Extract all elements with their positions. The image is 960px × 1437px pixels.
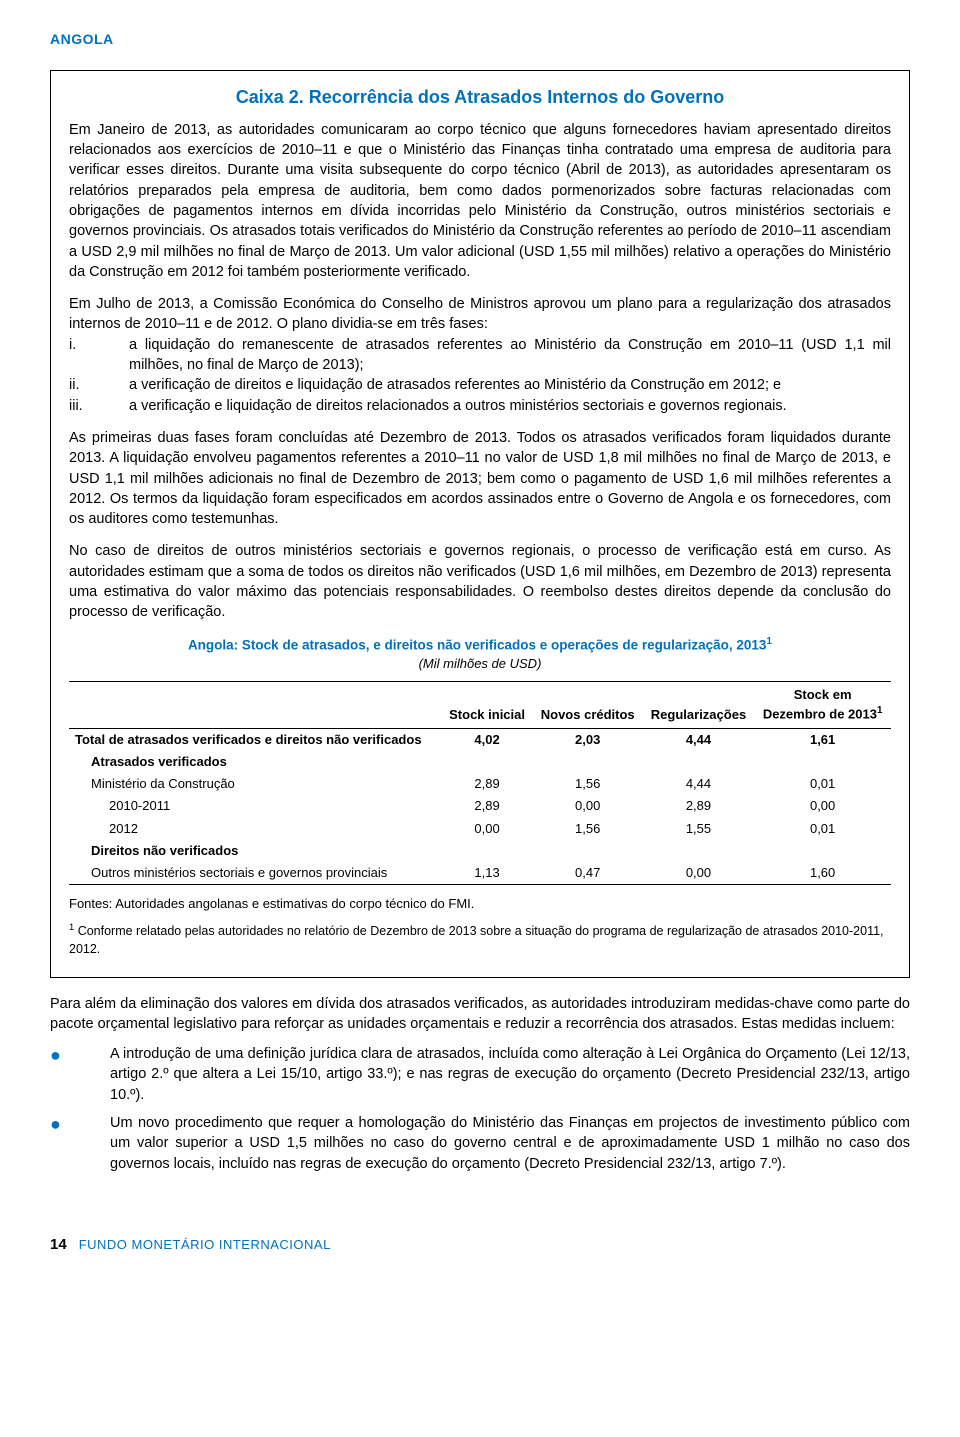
country-header: ANGOLA — [50, 30, 910, 50]
table-cell — [441, 840, 532, 862]
table-row: Total de atrasados verificados e direito… — [69, 728, 891, 751]
box-para-2: As primeiras duas fases foram concluídas… — [69, 428, 891, 529]
table-cell: 1,56 — [533, 773, 643, 795]
phase-num: iii. — [69, 396, 129, 416]
box-phases-intro: Em Julho de 2013, a Comissão Económica d… — [69, 294, 891, 335]
table-cell: Atrasados verificados — [69, 751, 441, 773]
table-cell — [754, 840, 891, 862]
table-subtitle: (Mil milhões de USD) — [69, 655, 891, 673]
table-cell — [643, 840, 755, 862]
table-cell: 2,03 — [533, 728, 643, 751]
table-cell: 0,47 — [533, 862, 643, 885]
bullet-item: ● Um novo procedimento que requer a homo… — [50, 1113, 910, 1174]
bullet-text: A introdução de uma definição jurídica c… — [110, 1044, 910, 1105]
phase-text: a verificação de direitos e liquidação d… — [129, 375, 891, 395]
table-cell — [754, 751, 891, 773]
table-cell — [533, 751, 643, 773]
table-row: 2010-20112,890,002,890,00 — [69, 795, 891, 817]
table-cell — [643, 751, 755, 773]
phase-item: iii. a verificação e liquidação de direi… — [69, 396, 891, 416]
phase-item: ii. a verificação de direitos e liquidaç… — [69, 375, 891, 395]
box-title: Caixa 2. Recorrência dos Atrasados Inter… — [69, 85, 891, 110]
table-cell: 2,89 — [643, 795, 755, 817]
table-cell: 1,55 — [643, 818, 755, 840]
table-cell: 2,89 — [441, 795, 532, 817]
table-cell: Outros ministérios sectoriais e governos… — [69, 862, 441, 885]
bullet-icon: ● — [50, 1113, 110, 1133]
table-cell: 2012 — [69, 818, 441, 840]
table-row: Direitos não verificados — [69, 840, 891, 862]
table-cell — [533, 840, 643, 862]
phase-num: i. — [69, 335, 129, 355]
table-cell: 2,89 — [441, 773, 532, 795]
bullet-icon: ● — [50, 1044, 110, 1064]
arrears-table: Stock inicial Novos créditos Regularizaç… — [69, 681, 891, 885]
table-row: Ministério da Construção2,891,564,440,01 — [69, 773, 891, 795]
table-cell: Total de atrasados verificados e direito… — [69, 728, 441, 751]
table-cell: 0,00 — [441, 818, 532, 840]
table-cell: Direitos não verificados — [69, 840, 441, 862]
box-caixa-2: Caixa 2. Recorrência dos Atrasados Inter… — [50, 70, 910, 978]
th-stock-inicial: Stock inicial — [441, 682, 532, 729]
table-cell: Ministério da Construção — [69, 773, 441, 795]
bullet-item: ● A introdução de uma definição jurídica… — [50, 1044, 910, 1105]
table-cell: 0,01 — [754, 818, 891, 840]
table-cell — [441, 751, 532, 773]
page-footer: 14 FUNDO MONETÁRIO INTERNACIONAL — [50, 1234, 910, 1255]
table-sources: Fontes: Autoridades angolanas e estimati… — [69, 895, 891, 913]
page-number: 14 — [50, 1234, 67, 1255]
after-box-para: Para além da eliminação dos valores em d… — [50, 994, 910, 1035]
phase-text: a verificação e liquidação de direitos r… — [129, 396, 891, 416]
org-name: FUNDO MONETÁRIO INTERNACIONAL — [79, 1236, 331, 1254]
table-cell: 1,60 — [754, 862, 891, 885]
th-novos-creditos: Novos créditos — [533, 682, 643, 729]
table-cell: 4,44 — [643, 728, 755, 751]
box-para-1: Em Janeiro de 2013, as autoridades comun… — [69, 120, 891, 282]
table-cell: 0,00 — [754, 795, 891, 817]
table-cell: 2010-2011 — [69, 795, 441, 817]
th-stock-dez: Stock em Dezembro de 20131 — [754, 682, 891, 729]
phase-list: i. a liquidação do remanescente de atras… — [69, 335, 891, 416]
box-para-3: No caso de direitos de outros ministério… — [69, 541, 891, 622]
table-row: 20120,001,561,550,01 — [69, 818, 891, 840]
th-label — [69, 682, 441, 729]
table-cell: 0,01 — [754, 773, 891, 795]
phase-text: a liquidação do remanescente de atrasado… — [129, 335, 891, 376]
bullet-text: Um novo procedimento que requer a homolo… — [110, 1113, 910, 1174]
table-footnote: 1 Conforme relatado pelas autoridades no… — [69, 921, 891, 958]
th-regularizacoes: Regularizações — [643, 682, 755, 729]
table-cell: 1,56 — [533, 818, 643, 840]
table-title: Angola: Stock de atrasados, e direitos n… — [69, 635, 891, 655]
table-cell: 4,02 — [441, 728, 532, 751]
table-cell: 0,00 — [643, 862, 755, 885]
phase-item: i. a liquidação do remanescente de atras… — [69, 335, 891, 376]
table-row: Outros ministérios sectoriais e governos… — [69, 862, 891, 885]
phase-num: ii. — [69, 375, 129, 395]
table-cell: 4,44 — [643, 773, 755, 795]
table-cell: 0,00 — [533, 795, 643, 817]
table-cell: 1,13 — [441, 862, 532, 885]
bullet-list: ● A introdução de uma definição jurídica… — [50, 1044, 910, 1174]
table-row: Atrasados verificados — [69, 751, 891, 773]
table-cell: 1,61 — [754, 728, 891, 751]
